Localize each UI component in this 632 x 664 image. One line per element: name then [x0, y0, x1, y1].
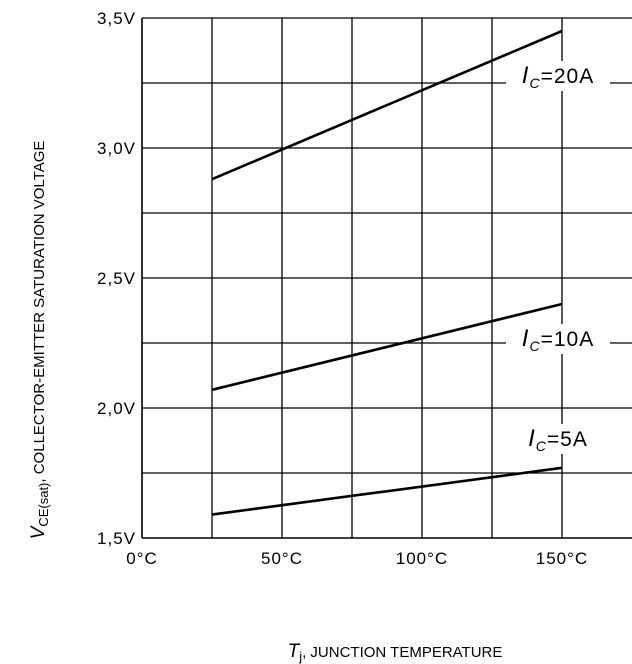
x-tick-label: 150°C [536, 549, 588, 568]
x-tick-label: 100°C [396, 549, 448, 568]
curve-label: IC=10A [522, 325, 594, 354]
curve-label-subscript: C [529, 75, 540, 91]
curve-label-symbol: I [522, 325, 530, 352]
curve-label-value: =10A [541, 328, 595, 351]
y-axis-subscript: CE(sat) [36, 483, 51, 527]
curve-label-subscript: C [529, 338, 540, 354]
curve-label-symbol: I [528, 425, 536, 452]
series-line [211, 466, 563, 516]
series-lines [211, 29, 563, 516]
grid [141, 17, 632, 539]
y-axis-title: VCE(sat), COLLECTOR-EMITTER SATURATION V… [28, 141, 51, 540]
curve-label: IC=5A [528, 425, 588, 454]
y-tick-label: 1,5V [97, 529, 136, 548]
x-axis-text: , JUNCTION TEMPERATURE [302, 644, 502, 661]
y-tick-label: 2,5V [97, 269, 136, 288]
x-axis-title: Tj, JUNCTION TEMPERATURE [288, 641, 503, 664]
curve-label-subscript: C [536, 438, 547, 454]
y-axis-text: , COLLECTOR-EMITTER SATURATION VOLTAGE [31, 141, 48, 483]
x-tick-label: 0°C [126, 549, 158, 568]
curve-label-value: =5A [547, 428, 588, 451]
tick-labels: 1,5V 2,0V 2,5V 3,0V 3,5V 0°C 50°C 100°C 150°C [97, 9, 588, 568]
curve-label-background [506, 61, 610, 91]
series-line [211, 29, 563, 181]
curve-label-background [506, 324, 610, 354]
curve-label-value: =20A [541, 65, 595, 88]
series-line [211, 302, 563, 392]
curve-label-background [506, 424, 610, 454]
curve-label-symbol: I [522, 62, 530, 89]
y-tick-label: 3,5V [97, 9, 136, 28]
y-tick-label: 2,0V [97, 399, 136, 418]
x-tick-label: 50°C [261, 549, 303, 568]
x-axis-subscript: j [298, 649, 302, 664]
y-tick-label: 3,0V [97, 139, 136, 158]
y-axis-symbol: V [28, 524, 49, 539]
x-axis-symbol: T [288, 641, 301, 662]
curve-label: IC=20A [522, 62, 594, 91]
